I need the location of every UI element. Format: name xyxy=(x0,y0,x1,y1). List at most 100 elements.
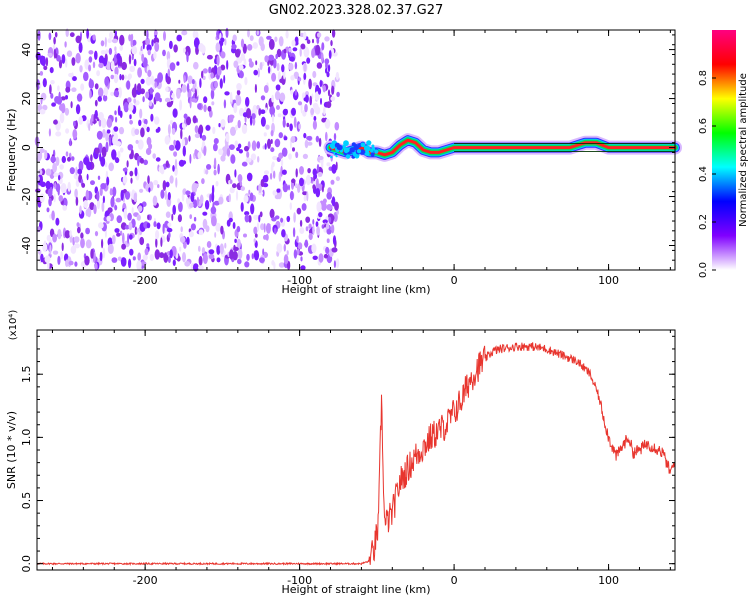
noise-speckle xyxy=(88,64,92,72)
noise-speckle xyxy=(182,160,187,165)
signal-blob xyxy=(360,142,366,148)
noise-speckle xyxy=(246,151,250,159)
noise-speckle xyxy=(183,241,187,249)
noise-speckle xyxy=(250,153,257,161)
noise-speckle xyxy=(114,30,118,36)
noise-speckle xyxy=(179,236,186,243)
noise-speckle xyxy=(143,118,148,125)
noise-speckle xyxy=(332,235,337,246)
noise-speckle xyxy=(143,159,149,166)
noise-speckle xyxy=(119,230,123,236)
noise-speckle xyxy=(98,55,105,65)
noise-speckle xyxy=(278,132,283,139)
noise-speckle xyxy=(239,70,244,79)
noise-speckle xyxy=(217,66,222,76)
noise-speckle xyxy=(298,123,302,130)
noise-speckle xyxy=(304,139,309,149)
noise-speckle xyxy=(128,258,132,269)
noise-speckle xyxy=(181,192,185,202)
noise-speckle xyxy=(230,126,236,136)
noise-speckle xyxy=(137,139,144,150)
noise-speckle xyxy=(274,215,280,220)
signal-blob xyxy=(362,150,366,154)
noise-speckle xyxy=(73,236,80,243)
noise-speckle xyxy=(231,44,237,50)
noise-speckle xyxy=(262,248,265,256)
noise-speckle xyxy=(282,183,289,193)
noise-speckle xyxy=(147,175,150,185)
noise-speckle xyxy=(142,123,148,130)
noise-speckle xyxy=(276,48,282,58)
noise-speckle xyxy=(124,224,130,230)
noise-speckle xyxy=(137,231,140,242)
noise-speckle xyxy=(57,228,62,240)
noise-speckle xyxy=(106,176,110,186)
noise-speckle xyxy=(307,168,311,174)
noise-speckle xyxy=(190,192,195,203)
x-tick-label: 100 xyxy=(598,574,619,587)
noise-speckle xyxy=(145,37,151,46)
noise-speckle xyxy=(328,50,332,59)
noise-speckle xyxy=(167,256,171,263)
noise-speckle xyxy=(62,197,68,208)
noise-speckle xyxy=(150,113,154,122)
noise-speckle xyxy=(127,75,131,81)
noise-speckle xyxy=(133,58,137,67)
noise-speckle xyxy=(153,179,159,186)
noise-speckle xyxy=(309,95,313,106)
noise-speckle xyxy=(168,231,171,239)
noise-speckle xyxy=(336,209,339,215)
noise-speckle xyxy=(211,101,215,106)
noise-speckle xyxy=(213,157,217,168)
noise-speckle xyxy=(212,201,215,213)
noise-speckle xyxy=(312,82,318,87)
noise-speckle xyxy=(56,55,61,62)
noise-speckle xyxy=(220,51,226,59)
noise-speckle xyxy=(324,36,330,42)
noise-speckle xyxy=(312,38,314,44)
noise-speckle xyxy=(299,219,303,227)
noise-speckle xyxy=(50,80,55,85)
noise-speckle xyxy=(102,247,106,259)
noise-speckle xyxy=(318,155,324,161)
noise-speckle xyxy=(198,229,204,236)
noise-speckle xyxy=(206,164,212,170)
noise-speckle xyxy=(129,120,134,125)
noise-speckle xyxy=(305,226,309,232)
signal-blob xyxy=(329,149,332,151)
noise-speckle xyxy=(320,52,324,62)
noise-speckle xyxy=(334,121,340,131)
noise-speckle xyxy=(291,178,296,184)
noise-speckle xyxy=(316,164,320,173)
noise-speckle xyxy=(60,251,63,260)
noise-speckle xyxy=(150,75,155,86)
noise-speckle xyxy=(240,38,245,48)
noise-speckle xyxy=(256,222,260,232)
noise-speckle xyxy=(253,214,259,220)
noise-speckle xyxy=(145,91,150,99)
noise-speckle xyxy=(165,160,169,168)
noise-speckle xyxy=(124,74,127,80)
noise-speckle xyxy=(134,226,138,235)
noise-speckle xyxy=(306,191,309,202)
noise-speckle xyxy=(142,254,148,261)
signal-blob xyxy=(334,152,338,155)
noise-speckle xyxy=(146,126,150,133)
noise-speckle xyxy=(154,249,160,260)
noise-speckle xyxy=(318,212,323,218)
noise-speckle xyxy=(67,156,71,162)
noise-speckle xyxy=(110,74,115,80)
spectrogram-signal-track xyxy=(323,133,682,162)
noise-speckle xyxy=(98,222,104,229)
noise-speckle xyxy=(151,39,154,47)
noise-speckle xyxy=(166,227,173,233)
noise-speckle xyxy=(65,58,68,68)
noise-speckle xyxy=(126,160,129,168)
noise-speckle xyxy=(321,185,324,193)
noise-speckle xyxy=(306,136,312,141)
noise-speckle xyxy=(60,96,66,101)
noise-speckle xyxy=(113,73,119,84)
noise-speckle xyxy=(131,207,134,214)
noise-speckle xyxy=(162,49,166,57)
noise-speckle xyxy=(262,189,265,197)
